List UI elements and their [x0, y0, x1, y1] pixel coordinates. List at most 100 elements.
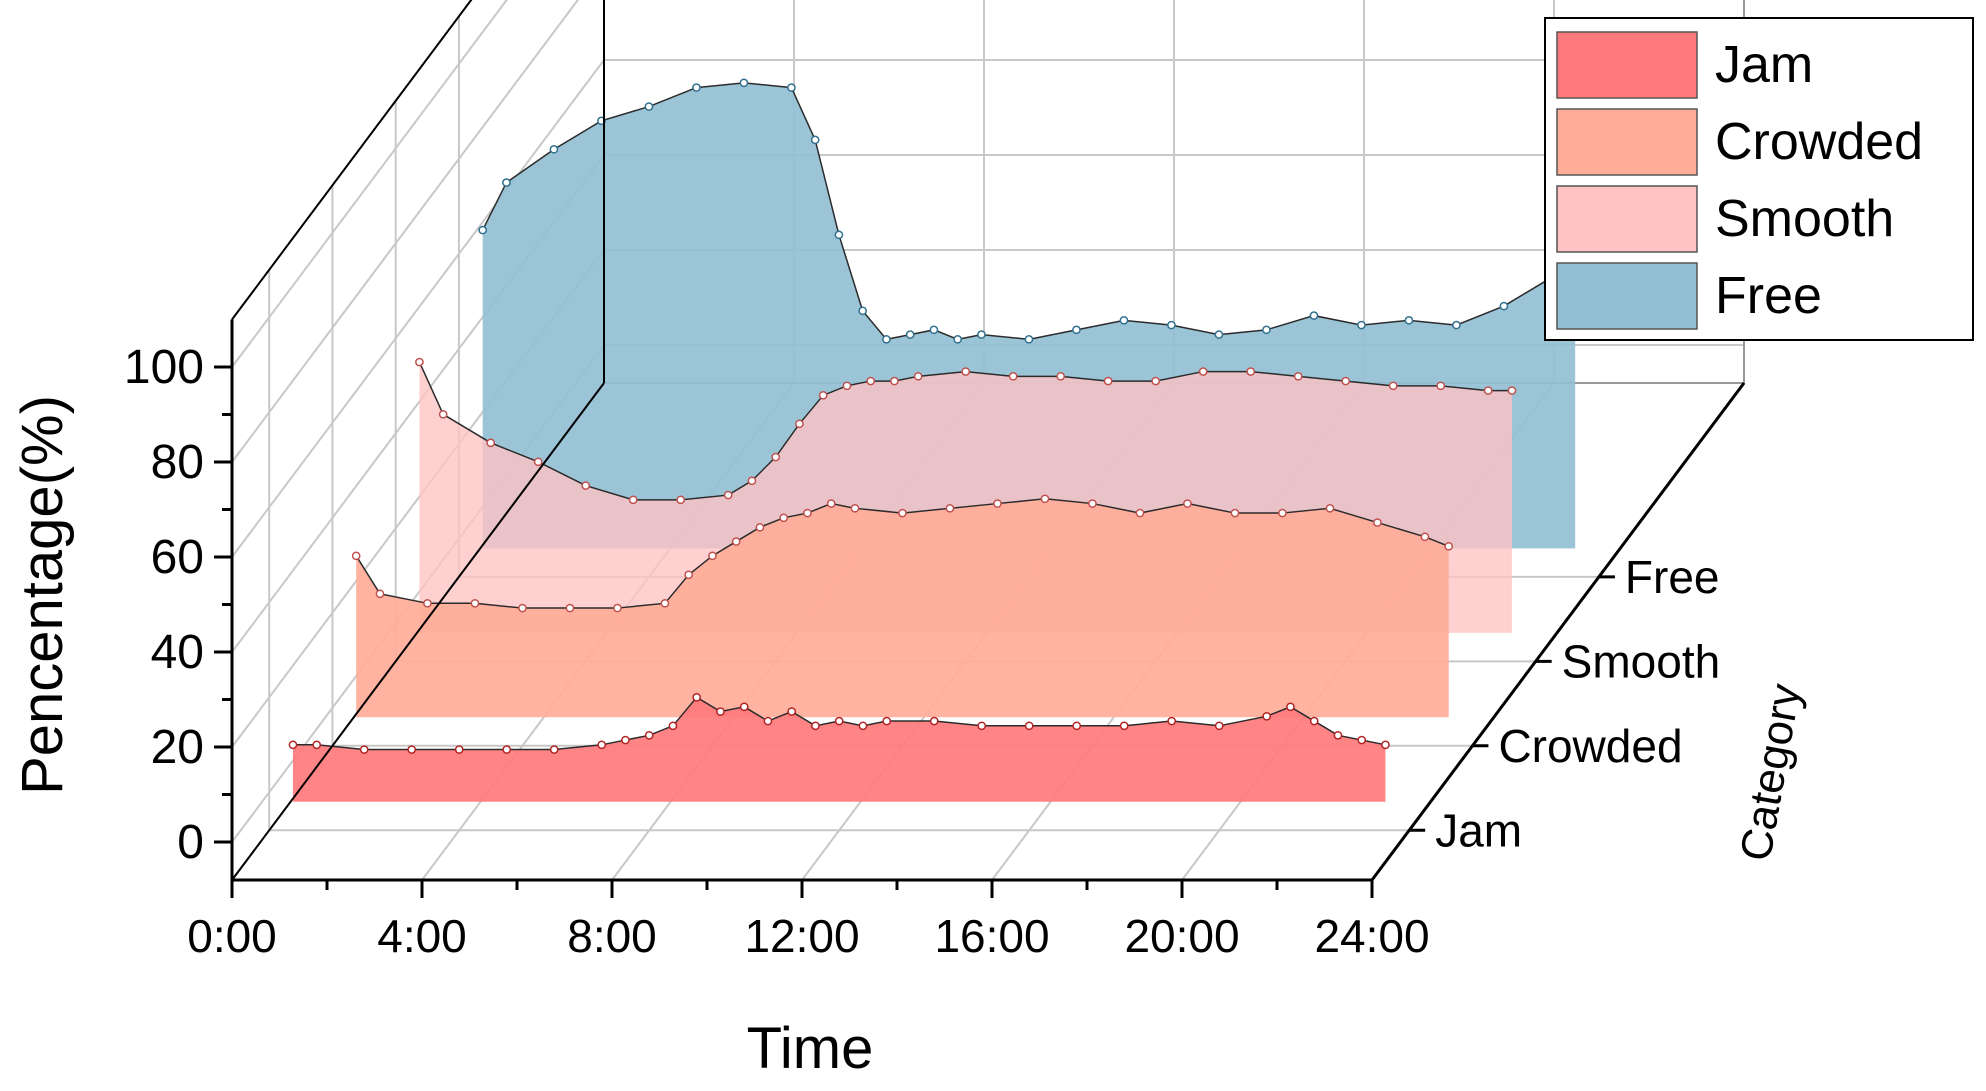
grid-line-side-y [231, 59, 605, 558]
y-tick-label: 80 [151, 436, 204, 489]
point-free [905, 330, 915, 339]
point-crowded [351, 551, 361, 561]
point-free [1499, 301, 1509, 311]
point-crowded [826, 499, 836, 508]
point-jam [1333, 730, 1343, 740]
point-jam [763, 716, 773, 726]
y-tick-label: 60 [151, 531, 204, 584]
point-jam [977, 721, 987, 731]
point-jam [454, 745, 464, 754]
point-jam [1381, 740, 1390, 750]
point-smooth [1198, 367, 1208, 376]
point-smooth [1483, 386, 1493, 395]
point-crowded [1420, 532, 1430, 542]
point-smooth [628, 495, 638, 505]
point-crowded [684, 570, 694, 580]
x-tick-label: 4:00 [377, 910, 467, 962]
point-jam [407, 745, 417, 754]
point-smooth [818, 390, 828, 400]
legend-swatch [1556, 185, 1698, 253]
point-free [1024, 334, 1034, 344]
category-label-jam: Jam [1435, 804, 1522, 856]
point-free [1119, 315, 1129, 325]
category-label-free: Free [1625, 551, 1720, 603]
point-smooth [1103, 376, 1113, 386]
point-jam [1072, 721, 1082, 731]
point-free [953, 334, 963, 344]
point-crowded [375, 589, 385, 599]
point-smooth [438, 409, 448, 419]
point-jam [739, 702, 749, 712]
series-jam [288, 692, 1390, 802]
point-smooth [795, 419, 804, 429]
point-crowded [1230, 508, 1240, 518]
x-tick-label: 0:00 [187, 910, 277, 962]
point-smooth [1246, 367, 1256, 376]
grid-line-side-y [231, 0, 580, 463]
point-crowded [945, 503, 955, 513]
point-smooth [1507, 386, 1517, 395]
point-smooth [890, 376, 899, 386]
point-smooth [1436, 381, 1446, 391]
point-jam [1167, 716, 1177, 726]
legend-swatch [1556, 108, 1698, 176]
point-free [1167, 320, 1176, 330]
point-crowded [1325, 503, 1335, 513]
legend-item-jam: Jam [1556, 31, 1813, 99]
point-crowded [565, 603, 575, 613]
point-free [858, 306, 868, 316]
point-crowded [470, 598, 480, 608]
point-crowded [898, 508, 907, 518]
x-tick-label: 16:00 [934, 910, 1049, 962]
point-jam [716, 707, 725, 716]
point-free [478, 225, 488, 235]
point-smooth [747, 476, 757, 486]
y-axis-title: Pencentage(%) [10, 395, 75, 795]
point-smooth [1008, 371, 1018, 381]
point-crowded [1373, 518, 1382, 527]
y-tick-label: 0 [177, 816, 204, 869]
y-tick-label: 100 [124, 341, 204, 394]
point-free [977, 330, 986, 339]
x-axis-title: Time [747, 1016, 874, 1081]
x-tick-label: 8:00 [567, 910, 657, 962]
point-crowded [803, 508, 812, 518]
point-smooth [1293, 371, 1303, 381]
category-label-crowded: Crowded [1498, 720, 1682, 772]
point-free [549, 144, 559, 154]
point-jam [882, 716, 892, 726]
point-jam [1262, 711, 1272, 721]
point-jam [597, 740, 607, 750]
point-crowded [755, 522, 765, 532]
category-label-smooth: Smooth [1562, 635, 1721, 687]
legend: Jam Crowded Smooth Free [1544, 17, 1974, 341]
point-free [502, 178, 511, 187]
point-free [1357, 320, 1366, 330]
top-left-edge [231, 0, 473, 321]
point-jam [549, 745, 559, 754]
point-free [1214, 330, 1224, 339]
point-smooth [866, 376, 876, 386]
tick-labels: 0 20 40 60 80 100 0:00 4:00 8:00 12:00 16:00 20:00 2… [124, 341, 1720, 962]
grid-line-side-y [231, 0, 508, 368]
point-free [1309, 311, 1319, 320]
point-smooth [1341, 376, 1351, 386]
point-smooth [676, 495, 686, 505]
point-jam [1309, 716, 1319, 726]
x-tick-label: 12:00 [744, 910, 859, 962]
point-free [739, 78, 749, 88]
point-smooth [842, 381, 852, 391]
point-crowded [1183, 499, 1192, 508]
point-smooth [1388, 381, 1398, 391]
legend-label: Free [1715, 267, 1822, 325]
legend-swatch [1556, 31, 1698, 99]
point-smooth [1151, 376, 1161, 386]
point-jam [929, 716, 939, 726]
legend-label: Jam [1715, 36, 1813, 94]
point-free [929, 325, 939, 335]
x-tick-label: 24:00 [1314, 910, 1429, 962]
point-jam [1119, 721, 1129, 731]
point-jam [502, 745, 512, 754]
point-free [882, 334, 891, 344]
